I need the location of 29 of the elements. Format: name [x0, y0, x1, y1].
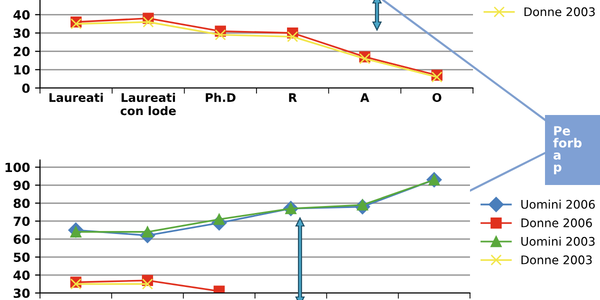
point [287, 31, 298, 42]
legend-label: Donne 2003 [524, 7, 595, 16]
y-tick-label: 70 [14, 216, 30, 226]
legend-label: Donne 2003 [522, 255, 592, 264]
x-tick-label: Laureati [49, 92, 103, 102]
y-tick-label: 30 [14, 28, 30, 38]
x-tick-label: Laureati con lode [120, 92, 176, 116]
y-tick-label: 80 [14, 198, 30, 208]
point [214, 29, 226, 40]
y-tick-label: 40 [13, 10, 30, 20]
point [142, 278, 154, 290]
y-tick-label: 20 [14, 46, 30, 56]
y-tick-label: 0 [22, 83, 30, 93]
y-tick-label: 50 [14, 252, 30, 262]
x-tick-label: R [289, 93, 297, 102]
y-tick-label: 40 [13, 270, 30, 280]
x-tick-label: Ph.D [206, 92, 236, 102]
y-tick-label: 30 [14, 288, 30, 298]
legend-label: Uomini 2006 [521, 200, 595, 209]
y-tick-label: 90 [14, 180, 30, 190]
legend-label: Uomini 2003 [521, 236, 595, 246]
point [142, 16, 154, 28]
text: Pe forb a p [553, 126, 582, 174]
x-tick-label: O [432, 93, 442, 102]
legend-label: Donne 2006 [522, 218, 592, 228]
y-tick-label: 10 [14, 65, 30, 75]
y-tick-label: 60 [14, 234, 30, 244]
x-tick-label: A [360, 93, 370, 102]
y-tick-label: 100 [6, 162, 30, 172]
